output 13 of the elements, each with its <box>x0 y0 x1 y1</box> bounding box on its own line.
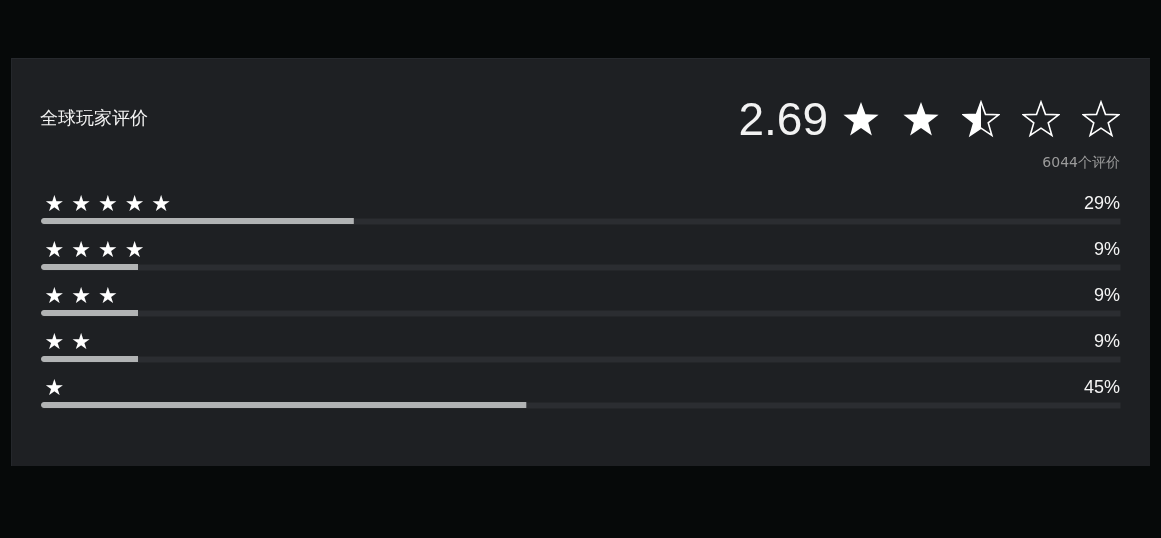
y-tick-label: ★ ★ ★ ★ ★ <box>44 191 172 216</box>
text: 2.69 <box>738 93 828 145</box>
chart-title: 全球玩家评价 <box>40 107 148 128</box>
data-label: 29% <box>1083 193 1120 213</box>
data-label: 9% <box>1093 331 1120 351</box>
data-label: 45% <box>1083 377 1120 397</box>
data-label: 9% <box>1093 239 1120 259</box>
y-tick-label: ★ ★ ★ <box>44 283 118 308</box>
y-tick-label: ★ <box>44 375 65 400</box>
text: 6044个评价 <box>1042 154 1120 170</box>
data-label: 9% <box>1093 285 1120 305</box>
y-tick-label: ★ ★ ★ ★ <box>44 237 145 262</box>
y-tick-label: ★ ★ <box>44 329 91 354</box>
